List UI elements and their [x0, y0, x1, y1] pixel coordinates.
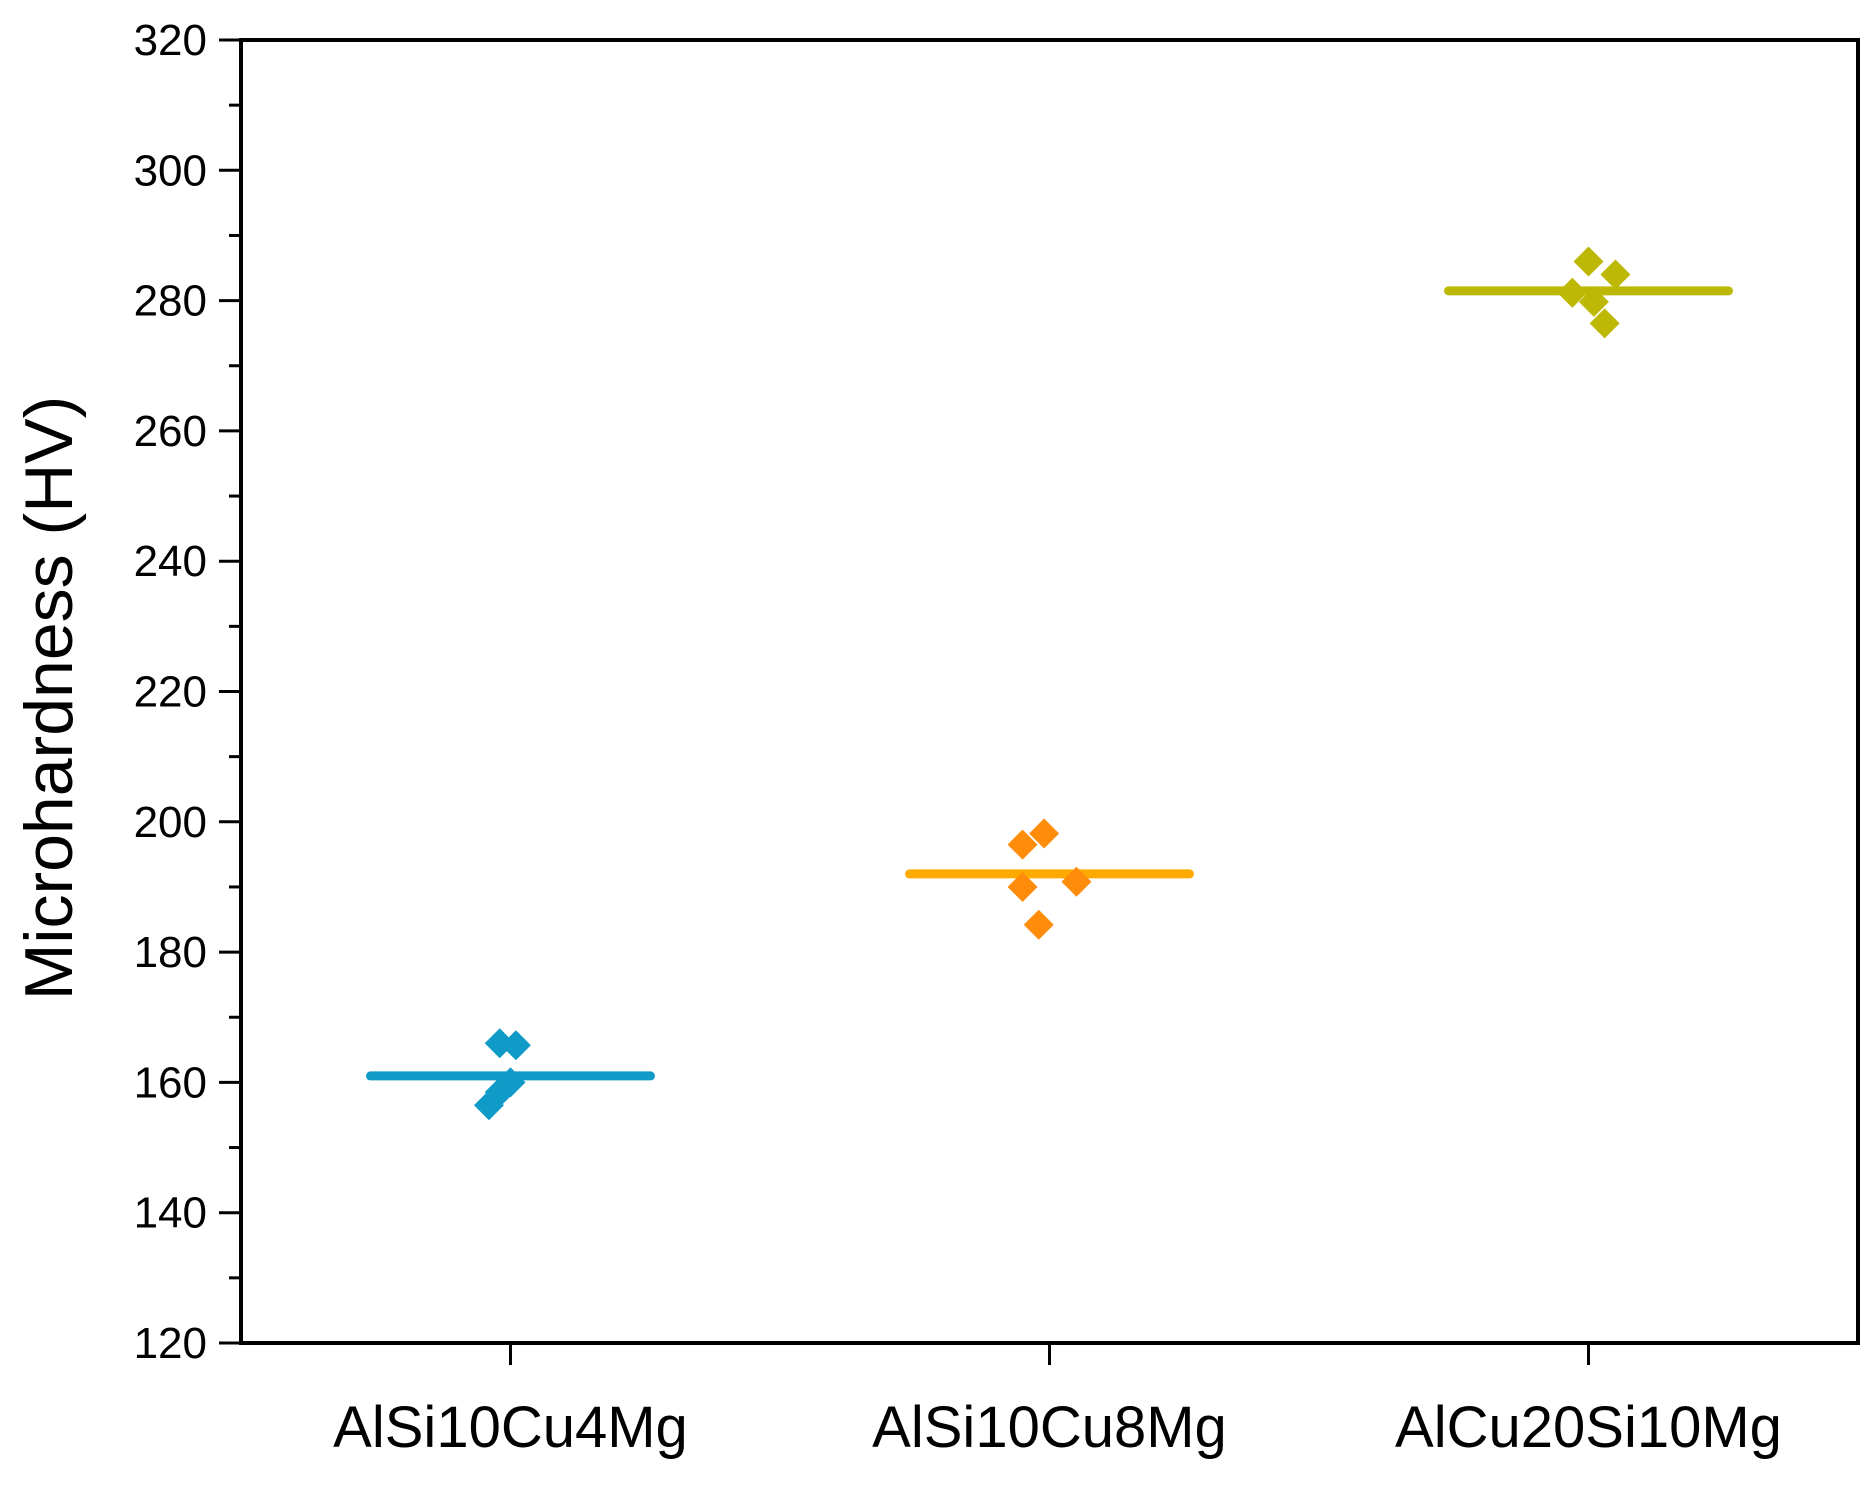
- data-point: [473, 1090, 504, 1121]
- x-axis-ticks: AlSi10Cu4Mg AlSi10Cu8Mg AlCu20Si10Mg: [333, 1343, 1782, 1460]
- plot-frame: [239, 38, 1860, 1345]
- y-tick-label: 240: [134, 537, 207, 586]
- data-point: [1589, 308, 1620, 339]
- y-tick-label: 220: [134, 668, 207, 717]
- y-tick-label: 320: [134, 16, 207, 65]
- y-tick-label: 260: [134, 407, 207, 456]
- data-points: [473, 246, 1631, 1121]
- data-point: [1557, 277, 1588, 308]
- y-axis-title: Microhardness (HV): [11, 396, 87, 1001]
- y-tick-label: 200: [134, 798, 207, 847]
- data-point: [1061, 866, 1092, 897]
- y-tick-label: 300: [134, 146, 207, 195]
- y-tick-label: 120: [134, 1319, 207, 1368]
- y-tick-label: 140: [134, 1189, 207, 1238]
- data-point: [1578, 286, 1609, 317]
- data-point: [1007, 871, 1038, 902]
- data-point: [1600, 259, 1631, 290]
- x-tick-label: AlCu20Si10Mg: [1395, 1395, 1782, 1460]
- y-axis-ticks: 120 140 160 180 200 220 240 260 280 300 320: [134, 16, 241, 1368]
- x-tick-label: AlSi10Cu8Mg: [872, 1395, 1227, 1460]
- data-point: [1029, 818, 1060, 849]
- data-point: [1023, 909, 1054, 940]
- mean-lines: [366, 286, 1733, 1081]
- data-point: [1007, 829, 1038, 860]
- data-point: [500, 1030, 531, 1061]
- y-tick-label: 180: [134, 928, 207, 977]
- data-point: [1573, 246, 1604, 277]
- x-tick-label: AlSi10Cu4Mg: [333, 1395, 688, 1460]
- y-tick-label: 280: [134, 277, 207, 326]
- y-tick-label: 160: [134, 1058, 207, 1107]
